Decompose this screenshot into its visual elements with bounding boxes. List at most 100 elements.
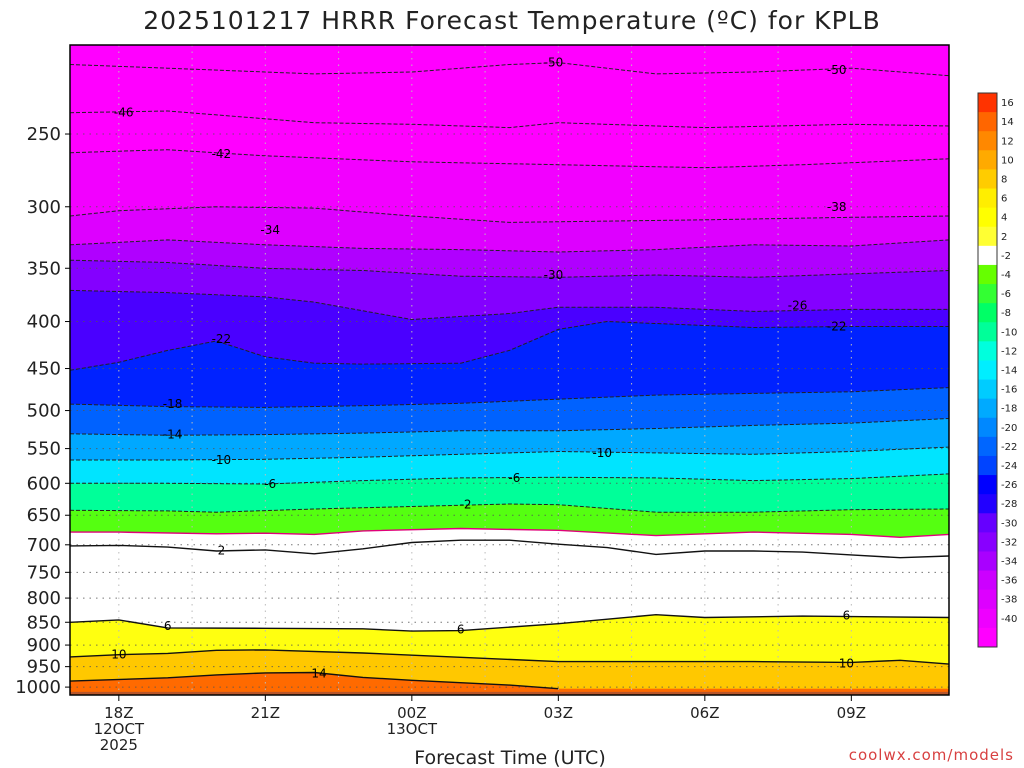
colorbar-swatch bbox=[978, 436, 997, 457]
terrain-strip bbox=[70, 691, 949, 695]
grid-lines bbox=[70, 45, 949, 695]
y-tick-label: 650 bbox=[27, 505, 61, 526]
colorbar-swatch bbox=[978, 417, 997, 438]
colorbar-swatch bbox=[978, 360, 997, 381]
temperature-field bbox=[70, 45, 949, 695]
colorbar-swatch bbox=[978, 169, 997, 190]
colorbar-label: 6 bbox=[1001, 194, 1007, 205]
y-tick-label: 900 bbox=[27, 635, 61, 656]
isotherm--10 bbox=[70, 446, 949, 461]
y-tick-label: 850 bbox=[27, 612, 61, 633]
colorbar-label: -16 bbox=[1001, 385, 1017, 396]
colorbar-swatch bbox=[978, 532, 997, 552]
colorbar-swatch bbox=[978, 494, 997, 514]
colorbar-swatch bbox=[978, 455, 997, 476]
isotherms: -50-50-46-42-38-34-30-26-22-22-18-14-10-… bbox=[70, 56, 949, 690]
y-tick-label: 350 bbox=[27, 258, 61, 279]
colorbar-label: -30 bbox=[1001, 518, 1017, 529]
colorbar-swatch bbox=[978, 245, 997, 266]
colorbar-swatch bbox=[978, 188, 997, 209]
isotherm-label: 10 bbox=[839, 657, 854, 671]
colorbar-swatch bbox=[978, 513, 997, 533]
colorbar-label: -28 bbox=[1001, 499, 1017, 510]
colorbar-swatch bbox=[978, 303, 997, 323]
y-tick-label: 700 bbox=[27, 535, 61, 556]
colorbar-label: 16 bbox=[1001, 98, 1014, 109]
colorbar-label: -12 bbox=[1001, 346, 1017, 357]
isotherm-label: -10 bbox=[592, 446, 612, 460]
isotherm-label: -2 bbox=[460, 498, 472, 512]
y-axis: 2503003504004505005506006507007508008509… bbox=[15, 124, 70, 698]
colorbar-label: 8 bbox=[1001, 174, 1007, 185]
colorbar-swatch bbox=[978, 398, 997, 419]
isotherm-label: -30 bbox=[544, 268, 564, 282]
isotherm-10 bbox=[70, 649, 949, 665]
y-tick-label: 800 bbox=[27, 588, 61, 609]
isotherm-label: -10 bbox=[212, 453, 232, 467]
plot-area: -50-50-46-42-38-34-30-26-22-22-18-14-10-… bbox=[69, 44, 950, 696]
colorbar-swatch bbox=[978, 322, 997, 342]
isotherm-label: -38 bbox=[827, 200, 847, 214]
isotherm-label: 6 bbox=[164, 619, 172, 633]
isotherm--18 bbox=[70, 387, 949, 408]
colorbar-swatch bbox=[978, 475, 997, 495]
isotherm-label: -50 bbox=[827, 63, 847, 77]
y-tick-label: 250 bbox=[27, 124, 61, 145]
colorbar-label: -32 bbox=[1001, 537, 1017, 548]
isotherm--22 bbox=[70, 320, 949, 371]
isotherm-label: 6 bbox=[457, 623, 465, 637]
x-tick-label: 00Z bbox=[397, 704, 426, 722]
isotherm-label: 14 bbox=[311, 666, 326, 680]
chart-title: 2025101217 HRRR Forecast Temperature (ºC… bbox=[143, 6, 880, 35]
isotherm-label: -22 bbox=[212, 332, 232, 346]
colorbar-label: 4 bbox=[1001, 213, 1007, 224]
isotherm--6 bbox=[70, 473, 949, 485]
isotherm--30 bbox=[70, 259, 949, 278]
credit-text[interactable]: coolwx.com/models bbox=[849, 746, 1014, 764]
colorbar-swatch bbox=[978, 112, 997, 132]
isotherm-label: -46 bbox=[114, 106, 134, 120]
colorbar-label: -2 bbox=[1001, 251, 1011, 262]
colorbar-label: -38 bbox=[1001, 595, 1017, 606]
colorbar: 16 14 12 10 8 6 4 2 -2 -4 -6 -8 -10 -12 -14 -16 -18 -20 -2… bbox=[977, 92, 1017, 648]
isotherm-2 bbox=[70, 539, 949, 559]
colorbar-label: -36 bbox=[1001, 576, 1017, 587]
band-below-14 bbox=[70, 672, 949, 695]
colorbar-swatch bbox=[978, 589, 997, 610]
isotherm--38 bbox=[70, 206, 949, 223]
x-tick-label: 13OCT bbox=[387, 720, 438, 738]
isotherm--42 bbox=[70, 149, 949, 169]
colorbar-swatch bbox=[978, 264, 997, 285]
isotherm-label: -6 bbox=[264, 477, 276, 491]
y-tick-label: 550 bbox=[27, 439, 61, 460]
y-tick-label: 750 bbox=[27, 562, 61, 583]
x-tick-label: 21Z bbox=[251, 704, 280, 722]
x-tick-label: 03Z bbox=[544, 704, 573, 722]
colorbar-swatch bbox=[978, 226, 997, 247]
isotherm--26 bbox=[70, 289, 949, 321]
isotherm--14 bbox=[70, 418, 949, 436]
colorbar-label: -26 bbox=[1001, 480, 1017, 491]
y-tick-label: 600 bbox=[27, 473, 61, 494]
colorbar-label: -24 bbox=[1001, 461, 1017, 472]
colorbar-swatch bbox=[978, 608, 997, 629]
plot-frame bbox=[69, 44, 950, 696]
colorbar-swatch bbox=[978, 379, 997, 400]
isotherm-label: -26 bbox=[788, 298, 808, 312]
colorbar-swatch bbox=[978, 284, 997, 304]
x-tick-label: 09Z bbox=[837, 704, 866, 722]
isotherm-label: -50 bbox=[544, 56, 564, 70]
colorbar-label: 14 bbox=[1001, 117, 1014, 128]
isotherm-label: 6 bbox=[843, 609, 851, 623]
isotherm-label: -42 bbox=[212, 147, 232, 161]
y-tick-label: 500 bbox=[27, 401, 61, 422]
colorbar-label: -14 bbox=[1001, 366, 1017, 377]
isotherm-6 bbox=[70, 613, 949, 632]
x-tick-label: 2025 bbox=[100, 736, 138, 754]
colorbar-label: -18 bbox=[1001, 404, 1017, 415]
colorbar-label: -20 bbox=[1001, 423, 1017, 434]
isotherm-0 bbox=[70, 527, 949, 539]
y-tick-label: 450 bbox=[27, 359, 61, 380]
colorbar-label: -22 bbox=[1001, 442, 1017, 453]
